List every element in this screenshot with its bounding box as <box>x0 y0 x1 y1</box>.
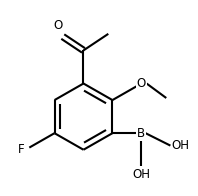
Text: O: O <box>53 19 62 32</box>
Text: B: B <box>137 127 146 140</box>
Text: F: F <box>18 143 25 156</box>
Text: OH: OH <box>132 168 150 181</box>
Text: O: O <box>137 77 146 90</box>
Text: OH: OH <box>171 139 189 152</box>
